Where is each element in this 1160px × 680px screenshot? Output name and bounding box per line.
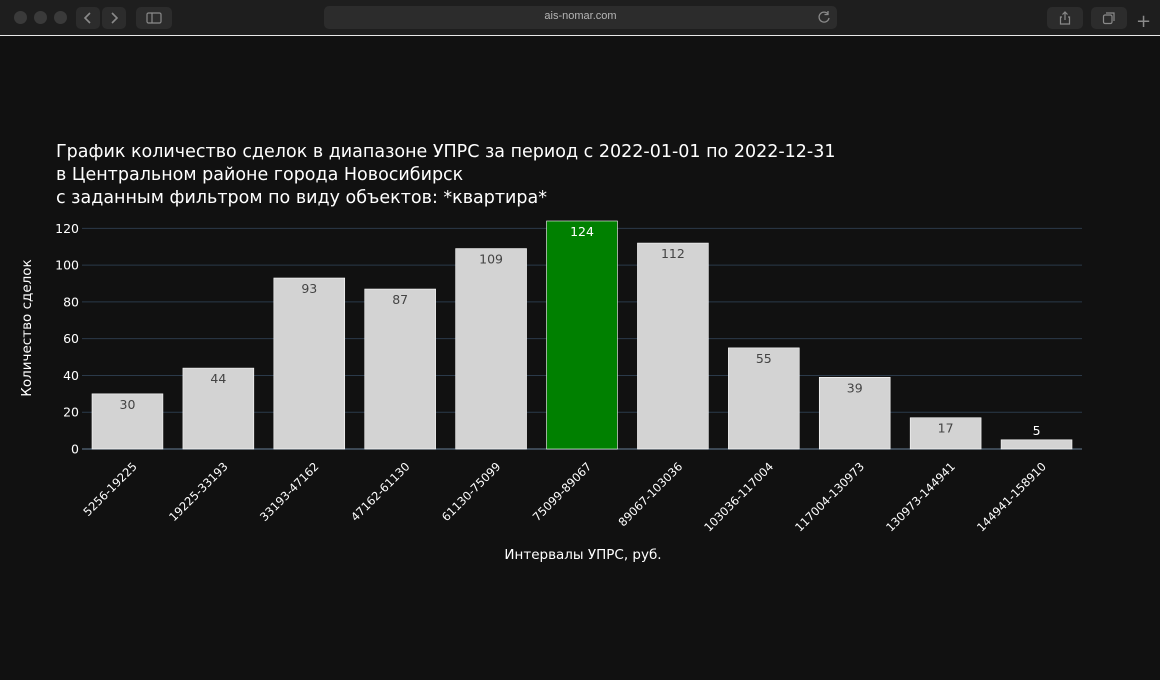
x-tick-label: 19225-33193 (166, 459, 231, 524)
x-tick-label: 47162-61130 (348, 459, 413, 524)
x-axis-ticks: 5256-19225 19225-33193 33193-47162 47162-61… (80, 459, 1048, 534)
x-tick-label: 89067-103036 (616, 459, 686, 529)
bar-value-label: 30 (120, 397, 136, 412)
bars (92, 221, 1072, 449)
bar (547, 221, 618, 449)
bar (456, 249, 527, 449)
y-axis-ticks: 0 20 40 60 80 100 120 (55, 221, 79, 457)
x-axis-title: Интервалы УПРС, руб. (504, 547, 661, 563)
x-tick-label: 103036-117004 (701, 459, 776, 534)
y-tick-label: 80 (63, 294, 79, 309)
bar (274, 278, 345, 449)
y-tick-label: 120 (55, 221, 79, 236)
bar-value-label: 55 (756, 351, 772, 366)
x-tick-label: 33193-47162 (257, 459, 322, 524)
x-tick-label: 144941-158910 (974, 459, 1049, 534)
y-tick-label: 100 (55, 258, 79, 273)
x-tick-label: 75099-89067 (530, 459, 595, 524)
bar-value-label: 93 (301, 281, 317, 296)
bar-value-label: 124 (570, 224, 594, 239)
y-tick-label: 60 (63, 331, 79, 346)
bar-value-label: 87 (392, 292, 408, 307)
x-tick-label: 5256-19225 (80, 459, 139, 518)
x-tick-label: 130973-144941 (883, 459, 958, 534)
y-tick-label: 0 (71, 442, 79, 457)
bar-value-label: 44 (210, 371, 226, 386)
y-tick-label: 40 (63, 368, 79, 383)
bar-value-label: 112 (661, 246, 685, 261)
bar-value-label: 5 (1033, 423, 1041, 438)
bar (365, 289, 436, 449)
bar (1001, 440, 1072, 449)
bar-value-label: 17 (938, 421, 954, 436)
x-tick-label: 61130-75099 (439, 459, 504, 524)
bar (637, 243, 708, 449)
y-tick-label: 20 (63, 405, 79, 420)
y-axis-title: Количество сделок (19, 259, 35, 396)
bar-value-label: 39 (847, 380, 863, 395)
bar-value-label: 109 (479, 252, 503, 267)
x-tick-label: 117004-130973 (792, 459, 867, 534)
